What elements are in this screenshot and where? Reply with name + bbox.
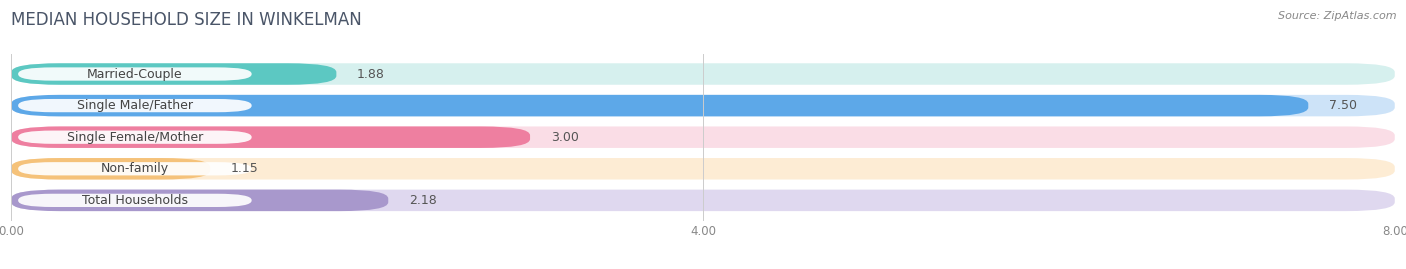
- FancyBboxPatch shape: [11, 63, 1395, 85]
- Text: 3.00: 3.00: [551, 131, 579, 144]
- Text: Single Male/Father: Single Male/Father: [77, 99, 193, 112]
- FancyBboxPatch shape: [18, 162, 252, 175]
- Text: 7.50: 7.50: [1329, 99, 1357, 112]
- FancyBboxPatch shape: [11, 95, 1308, 116]
- FancyBboxPatch shape: [18, 130, 252, 144]
- Text: Total Households: Total Households: [82, 194, 188, 207]
- Text: 2.18: 2.18: [409, 194, 437, 207]
- Text: Source: ZipAtlas.com: Source: ZipAtlas.com: [1278, 11, 1396, 21]
- Text: MEDIAN HOUSEHOLD SIZE IN WINKELMAN: MEDIAN HOUSEHOLD SIZE IN WINKELMAN: [11, 11, 361, 29]
- FancyBboxPatch shape: [11, 158, 1395, 179]
- FancyBboxPatch shape: [11, 158, 209, 179]
- Text: Single Female/Mother: Single Female/Mother: [66, 131, 202, 144]
- Text: 1.88: 1.88: [357, 68, 385, 80]
- Text: Married-Couple: Married-Couple: [87, 68, 183, 80]
- FancyBboxPatch shape: [18, 99, 252, 112]
- FancyBboxPatch shape: [11, 190, 388, 211]
- FancyBboxPatch shape: [11, 126, 1395, 148]
- FancyBboxPatch shape: [11, 63, 336, 85]
- Text: Non-family: Non-family: [101, 162, 169, 175]
- FancyBboxPatch shape: [18, 67, 252, 81]
- FancyBboxPatch shape: [11, 190, 1395, 211]
- Text: 1.15: 1.15: [231, 162, 259, 175]
- FancyBboxPatch shape: [18, 194, 252, 207]
- FancyBboxPatch shape: [11, 95, 1395, 116]
- FancyBboxPatch shape: [11, 126, 530, 148]
